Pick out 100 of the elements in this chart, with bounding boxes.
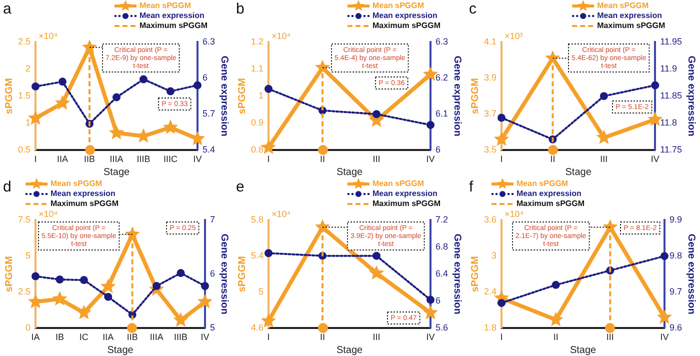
chart-title: b bbox=[236, 0, 244, 18]
text: ×10⁴ bbox=[504, 208, 524, 219]
y-tick-label: 2 bbox=[25, 64, 31, 74]
x-tick-label: IIIB bbox=[136, 154, 150, 164]
x-axis-title: Stage bbox=[336, 344, 363, 356]
y-tick-label: 4.6 bbox=[250, 322, 264, 333]
point bbox=[498, 114, 506, 122]
point bbox=[56, 276, 64, 284]
x-axis-title: Stage bbox=[570, 344, 596, 356]
x-tick-label: I bbox=[500, 154, 503, 164]
y2-tick-label: 6 bbox=[435, 144, 441, 155]
y-tick-label: 0 bbox=[25, 322, 31, 333]
y2-tick-label: 5 bbox=[210, 322, 216, 333]
point bbox=[108, 124, 124, 140]
y-tick-label: 3.7 bbox=[484, 108, 497, 119]
x-tick-label: I bbox=[267, 154, 270, 164]
x-tick-label: IIB bbox=[126, 332, 138, 342]
y-tick-label: 1.5 bbox=[18, 90, 31, 101]
point bbox=[656, 309, 672, 324]
y-tick-label: 4.1 bbox=[484, 36, 497, 46]
x-tick-label: II bbox=[320, 332, 326, 342]
y2-tick-label: 11.75 bbox=[660, 144, 682, 155]
y-axis-title: sPGGM bbox=[236, 78, 248, 114]
x-tick-label: I bbox=[500, 332, 503, 342]
y2-tick-label: 6.3 bbox=[435, 36, 448, 46]
x-tick-label: IV bbox=[660, 332, 669, 342]
legend-label: Maximum sPGGM bbox=[372, 199, 441, 208]
y2-tick-label: 11.9 bbox=[660, 64, 678, 74]
y-tick-label: 1 bbox=[25, 118, 31, 128]
point bbox=[264, 84, 273, 93]
chart-title: d bbox=[3, 178, 12, 196]
y2-tick-label: 5.7 bbox=[202, 108, 216, 119]
point bbox=[100, 278, 116, 294]
y-tick-label: 1.1 bbox=[250, 64, 264, 74]
x-tick-label: IC bbox=[79, 332, 89, 342]
point bbox=[28, 110, 44, 125]
point bbox=[600, 92, 608, 100]
x-axis-title: Stage bbox=[565, 166, 592, 178]
point bbox=[52, 291, 68, 306]
point bbox=[32, 82, 40, 90]
point bbox=[200, 282, 209, 290]
chart-title: c bbox=[469, 0, 477, 18]
y2-axis-title: Gene expression bbox=[685, 56, 696, 136]
y2-tick-label: 6.3 bbox=[202, 36, 216, 46]
point bbox=[162, 119, 178, 134]
legend-label: Mean sPGGM bbox=[516, 179, 568, 188]
y2-tick-label: 6.2 bbox=[435, 72, 448, 83]
point bbox=[28, 294, 44, 308]
x-tick-label: III bbox=[606, 332, 614, 342]
point bbox=[372, 110, 380, 118]
y2-tick-label: 11.85 bbox=[660, 90, 682, 101]
point bbox=[498, 298, 506, 307]
point bbox=[651, 81, 660, 90]
point bbox=[173, 312, 188, 327]
y2-tick-label: 7 bbox=[210, 214, 216, 224]
y2-tick-label: 6 bbox=[202, 72, 208, 83]
y2-tick-label: 9.8 bbox=[669, 250, 682, 261]
y2-tick-label: 9.7 bbox=[669, 286, 682, 297]
y-tick-label: 0.9 bbox=[250, 118, 264, 128]
legend-label: Mean sPGGM bbox=[50, 179, 102, 188]
point bbox=[426, 296, 434, 304]
legend-label: Mean sPGGM bbox=[597, 1, 650, 10]
legend-label: Mean expression bbox=[139, 11, 204, 20]
y-tick-label: 5.4 bbox=[250, 250, 264, 261]
text: ×10⁴ bbox=[272, 208, 291, 219]
y-tick-label: 3.5 bbox=[484, 144, 497, 155]
x-tick-label: III bbox=[372, 154, 380, 164]
x-tick-label: IV bbox=[650, 154, 660, 164]
text: ×10⁴ bbox=[272, 30, 291, 41]
legend-label: Maximum sPGGM bbox=[597, 21, 666, 30]
y2-tick-label: 6.8 bbox=[435, 242, 448, 252]
point bbox=[54, 95, 70, 110]
y-axis-title: sPGGM bbox=[4, 256, 15, 292]
point bbox=[264, 249, 273, 258]
y2-axis-title: Gene expression bbox=[685, 234, 696, 314]
x-tick-label: IIB bbox=[84, 154, 96, 164]
point bbox=[82, 39, 98, 54]
y-tick-label: 5.8 bbox=[250, 214, 264, 224]
y-tick-label: 1.2 bbox=[250, 36, 264, 46]
y-tick-label: 0.5 bbox=[18, 144, 31, 155]
y2-tick-label: 9.6 bbox=[669, 322, 682, 333]
x-tick-label: IIIA bbox=[150, 332, 164, 342]
x-tick-label: IB bbox=[55, 332, 64, 342]
point bbox=[139, 75, 148, 84]
y-tick-label: 0.8 bbox=[250, 144, 264, 155]
legend-label: Maximum sPGGM bbox=[50, 199, 119, 208]
point bbox=[176, 269, 185, 278]
y-tick-label: 2.4 bbox=[484, 286, 497, 297]
y-tick-label: 3 bbox=[491, 250, 497, 261]
x-tick-label: I bbox=[34, 154, 37, 164]
point bbox=[314, 60, 330, 74]
point bbox=[58, 78, 67, 86]
x-tick-label: II bbox=[550, 154, 556, 164]
x-axis-title: Stage bbox=[107, 344, 134, 356]
x-axis-title: Stage bbox=[336, 166, 363, 178]
y2-axis-title: Gene expression bbox=[218, 56, 230, 136]
point bbox=[372, 252, 380, 260]
point bbox=[166, 87, 174, 96]
x-tick-label: III bbox=[600, 154, 608, 164]
y2-tick-label: 11.8 bbox=[660, 118, 678, 128]
